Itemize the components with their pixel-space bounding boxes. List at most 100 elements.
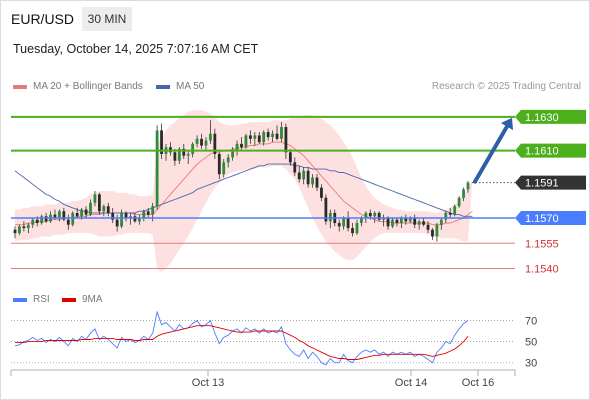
candle-body xyxy=(53,214,57,218)
candle-body xyxy=(209,133,212,141)
candle-body xyxy=(346,217,350,229)
level-tag-1.1610: 1.1610 xyxy=(515,143,586,158)
legend-ma50-swatch xyxy=(156,84,170,89)
level-label: 1.1630 xyxy=(525,112,559,124)
candle-body xyxy=(231,150,235,158)
candle-body xyxy=(444,212,448,220)
rsi-tick-70: 70 xyxy=(525,315,537,327)
legend-rsi-label: RSI xyxy=(33,294,50,305)
candle-body xyxy=(146,211,150,215)
time-label-Oct-14: Oct 14 xyxy=(395,377,427,389)
candle-body xyxy=(302,170,306,180)
time-label-Oct-13: Oct 13 xyxy=(192,377,224,389)
level-tag-bg xyxy=(515,109,586,124)
candle-body xyxy=(320,187,323,198)
candle-body xyxy=(66,219,70,225)
bollinger-band xyxy=(15,110,473,272)
candle-body xyxy=(351,228,354,234)
candle-body xyxy=(386,217,390,227)
candle-body xyxy=(133,216,137,222)
candle-body xyxy=(284,127,288,153)
legend-ma20-label: MA 20 + Bollinger Bands xyxy=(33,81,143,92)
candle-body xyxy=(417,221,421,225)
candle-body xyxy=(226,157,230,163)
candle-body xyxy=(200,138,203,146)
candle-body xyxy=(31,219,35,225)
candle-body xyxy=(422,221,425,225)
candle-body xyxy=(395,219,399,224)
candle-body xyxy=(195,138,199,144)
candle-body xyxy=(173,152,177,161)
candle-body xyxy=(40,216,44,224)
candle-body xyxy=(89,202,92,215)
candle-body xyxy=(75,212,79,217)
level-tag-bg xyxy=(515,210,586,225)
candle-body xyxy=(271,133,274,138)
candle-body xyxy=(413,217,417,225)
candle-body xyxy=(435,224,439,237)
legend-9ma: 9MA xyxy=(62,294,103,305)
level-label: 1.1570 xyxy=(525,213,559,225)
candle-body xyxy=(373,212,377,217)
candle-body xyxy=(120,212,123,227)
candle-body xyxy=(137,217,141,222)
level-tag-bg xyxy=(515,143,586,158)
candle-body xyxy=(257,135,261,143)
candle-body xyxy=(124,212,128,218)
last-price-tag-bg xyxy=(515,175,586,190)
candle-body xyxy=(62,211,66,220)
candle-body xyxy=(355,223,359,234)
candle-body xyxy=(58,211,61,218)
level-label: 1.1610 xyxy=(525,146,559,158)
timeframe-button[interactable]: 30 MIN xyxy=(82,7,132,31)
candle-body xyxy=(151,206,155,215)
forecast-arrow-head xyxy=(500,117,514,131)
legend-ma50-label: MA 50 xyxy=(176,81,205,92)
rsi-tick-50: 50 xyxy=(525,337,537,349)
level-label: 1.1555 xyxy=(525,238,559,250)
level-tag-1.1630: 1.1630 xyxy=(515,109,586,124)
forecast-arrow-shaft xyxy=(473,124,509,184)
candle-body xyxy=(240,143,243,148)
legend-rsi-swatch xyxy=(13,297,27,302)
candle-body xyxy=(342,217,346,227)
candle-body xyxy=(448,212,452,215)
candle-body xyxy=(324,197,328,222)
candle-body xyxy=(462,189,465,198)
candle-body xyxy=(18,226,21,234)
candle-body xyxy=(266,132,270,138)
candle-body xyxy=(191,143,195,154)
candle-body xyxy=(142,211,146,218)
candle-body xyxy=(275,133,279,139)
candle-body xyxy=(466,182,470,190)
rsi-9ma-line xyxy=(15,325,469,360)
candle-body xyxy=(235,143,239,151)
candle-body xyxy=(244,135,248,148)
candle-body xyxy=(80,209,84,217)
legend-ma20-swatch xyxy=(13,84,27,89)
candle-body xyxy=(377,212,381,220)
candle-body xyxy=(155,130,159,207)
legend-ma50: MA 50 xyxy=(156,81,204,92)
level-tag-1.1540: 1.1540 xyxy=(525,264,559,276)
candle-body xyxy=(439,219,443,225)
candle-body xyxy=(368,212,372,217)
candle-body xyxy=(182,148,186,156)
time-label-Oct-16: Oct 16 xyxy=(462,377,494,389)
candle-body xyxy=(26,224,30,229)
candle-body xyxy=(84,209,88,215)
candle-body xyxy=(253,135,257,139)
candles xyxy=(13,120,470,242)
candle-body xyxy=(204,140,208,146)
candle-body xyxy=(306,170,310,185)
candle-body xyxy=(293,162,297,173)
candle-body xyxy=(315,177,319,188)
candle-body xyxy=(404,217,408,222)
candle-body xyxy=(115,219,119,227)
candle-body xyxy=(177,148,181,161)
candle-body xyxy=(102,206,106,212)
level-tag-1.1555: 1.1555 xyxy=(525,238,559,250)
candle-body xyxy=(129,216,132,218)
rsi-tick-30: 30 xyxy=(525,358,537,370)
